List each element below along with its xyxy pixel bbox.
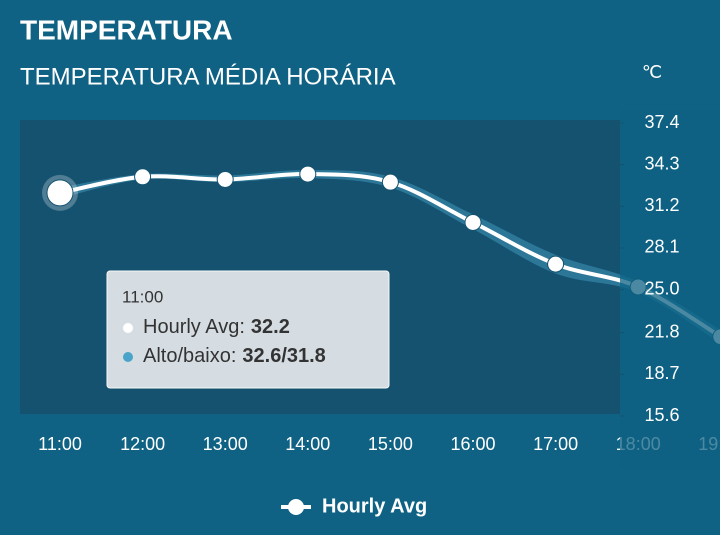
point xyxy=(216,170,234,188)
x-tick-label: 16:00 xyxy=(450,434,495,454)
tooltip-box xyxy=(106,270,390,389)
unit-label: ℃ xyxy=(642,62,662,82)
point xyxy=(46,179,74,207)
y-tick-label: 15.6 xyxy=(644,405,679,425)
y-tick-label: 21.8 xyxy=(644,321,679,341)
legend-label: Hourly Avg xyxy=(322,495,427,517)
y-tick-label: 25.0 xyxy=(644,278,679,298)
tooltip-title: 11:00 xyxy=(122,287,163,306)
x-tick-label: 17:00 xyxy=(533,434,578,454)
tooltip-value: 32.2 xyxy=(251,316,290,338)
tooltip: 11:00 Hourly Avg: 32.2 Alto/baixo: 32.6/31.8 xyxy=(106,270,390,389)
tooltip-row: Hourly Avg: 32.2 xyxy=(143,316,290,338)
tooltip-row: Alto/baixo: 32.6/31.8 xyxy=(143,345,326,367)
tooltip-value: 32.6/31.8 xyxy=(242,345,325,367)
y-tick-label: 31.2 xyxy=(644,195,679,215)
chart-title: TEMPERATURA xyxy=(20,14,233,45)
x-tick-label: 11:00 xyxy=(38,434,82,454)
tooltip-marker xyxy=(123,323,133,333)
x-tick-label: 14:00 xyxy=(285,434,330,454)
x-tick-label: 12:00 xyxy=(120,434,165,454)
fade-overlay xyxy=(620,110,720,470)
point xyxy=(464,213,482,231)
tooltip-label: Alto/baixo: xyxy=(143,345,236,367)
point xyxy=(547,255,565,273)
y-tick-label: 28.1 xyxy=(644,237,679,257)
y-tick-label: 18.7 xyxy=(644,363,679,383)
point xyxy=(381,173,399,191)
legend-marker xyxy=(288,499,304,515)
tooltip-marker xyxy=(123,352,133,362)
point xyxy=(134,168,152,186)
chart-subtitle: TEMPERATURA MÉDIA HORÁRIA xyxy=(20,63,396,90)
y-tick-label: 34.3 xyxy=(644,153,679,173)
x-tick-label: 13:00 xyxy=(203,434,248,454)
point xyxy=(299,165,317,183)
x-tick-label: 15:00 xyxy=(368,434,413,454)
y-tick-label: 37.4 xyxy=(644,112,679,132)
tooltip-label: Hourly Avg: xyxy=(143,316,245,338)
